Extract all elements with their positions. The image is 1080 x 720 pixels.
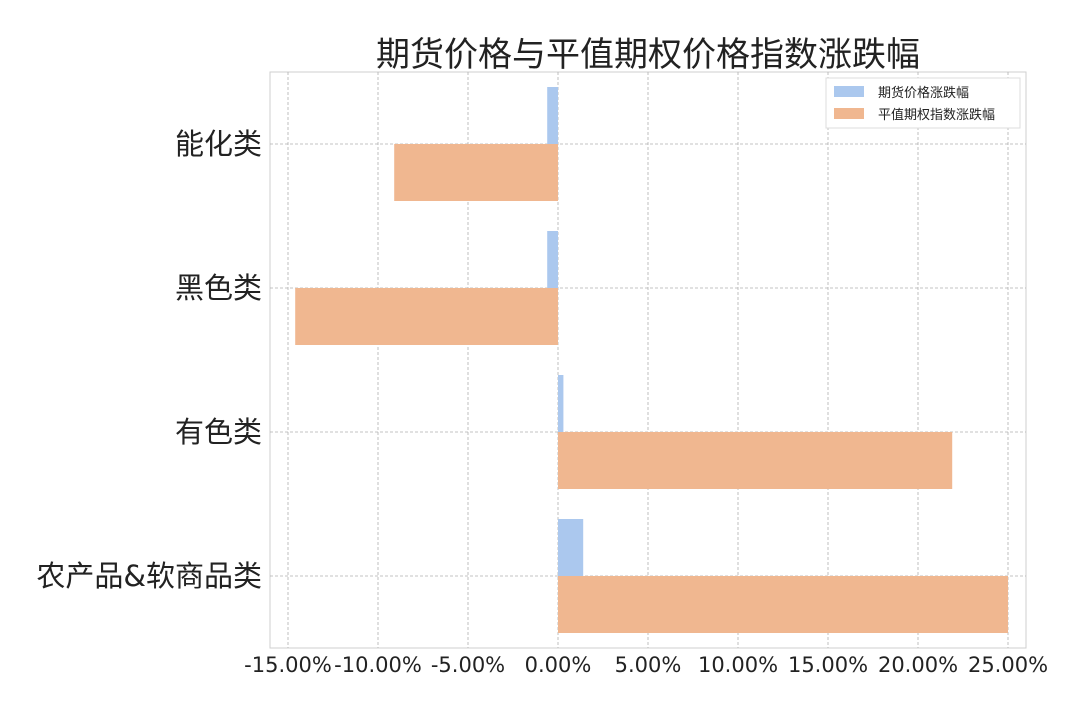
- legend-label-futures: 期货价格涨跌幅: [878, 85, 969, 101]
- bar-futures-1: [547, 231, 558, 288]
- bar-options-0: [394, 144, 558, 201]
- chart-title: 期货价格与平值期权价格指数涨跌幅: [376, 35, 920, 75]
- x-tick-label: 15.00%: [788, 653, 868, 677]
- x-tick-label: -5.00%: [431, 653, 505, 677]
- bar-futures-3: [558, 519, 584, 576]
- x-tick-label: 5.00%: [615, 653, 682, 677]
- x-tick-label: 0.00%: [525, 653, 592, 677]
- x-tick-label: -10.00%: [334, 653, 422, 677]
- bar-options-3: [558, 576, 1008, 633]
- category-label: 能化类: [175, 127, 262, 161]
- x-tick-label: -15.00%: [244, 653, 332, 677]
- legend-swatch-futures: [834, 86, 864, 97]
- grid: [270, 72, 1026, 648]
- category-label: 黑色类: [175, 271, 262, 305]
- x-tick-labels: -15.00% -10.00% -5.00% 0.00% 5.00% 10.00% 15.0…: [244, 653, 1048, 677]
- category-label: 农产品&软商品类: [36, 559, 262, 593]
- category-label: 有色类: [175, 415, 262, 449]
- bar-options-1: [295, 288, 558, 345]
- x-tick-label: 10.00%: [698, 653, 778, 677]
- x-tick-label: 25.00%: [968, 653, 1048, 677]
- bar-options-2: [558, 432, 953, 489]
- bars: [295, 87, 1008, 633]
- legend-label-options: 平值期权指数涨跌幅: [878, 107, 995, 123]
- legend-swatch-options: [834, 108, 864, 119]
- legend: 期货价格涨跌幅 平值期权指数涨跌幅: [825, 77, 1021, 129]
- bar-futures-2: [558, 375, 564, 432]
- bar-futures-0: [547, 87, 558, 144]
- x-tick-label: 20.00%: [878, 653, 958, 677]
